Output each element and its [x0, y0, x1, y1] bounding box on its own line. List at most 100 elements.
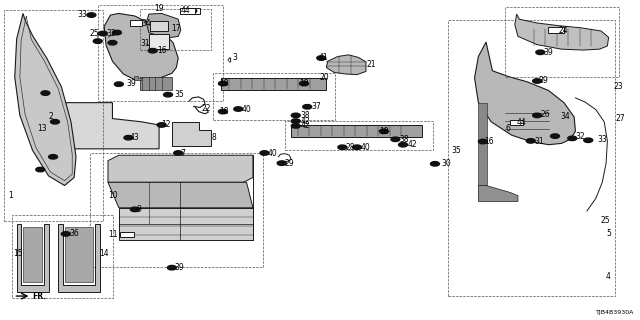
Polygon shape — [58, 224, 100, 292]
Text: 38: 38 — [400, 135, 410, 144]
Text: 2: 2 — [49, 113, 53, 122]
Text: 42: 42 — [408, 140, 417, 149]
Bar — [99, 5, 223, 101]
Circle shape — [317, 56, 326, 60]
Text: 34: 34 — [561, 113, 570, 122]
Circle shape — [277, 161, 286, 165]
Circle shape — [108, 41, 117, 45]
Circle shape — [478, 139, 487, 144]
Circle shape — [218, 109, 227, 114]
Polygon shape — [134, 76, 143, 80]
Text: 36: 36 — [70, 229, 79, 238]
Polygon shape — [33, 103, 159, 149]
Circle shape — [526, 139, 535, 143]
Polygon shape — [119, 208, 253, 240]
Polygon shape — [172, 123, 211, 146]
Circle shape — [391, 137, 400, 141]
Bar — [4, 10, 103, 220]
Bar — [179, 8, 195, 14]
Circle shape — [550, 134, 559, 138]
Text: 4: 4 — [606, 272, 611, 281]
Circle shape — [164, 92, 173, 97]
Polygon shape — [104, 13, 178, 80]
Text: 10: 10 — [108, 191, 118, 200]
Circle shape — [431, 162, 440, 166]
Polygon shape — [65, 227, 93, 282]
Circle shape — [61, 232, 70, 236]
Text: 32: 32 — [107, 29, 116, 38]
Bar — [130, 20, 143, 26]
Circle shape — [260, 151, 269, 155]
Text: 25: 25 — [601, 216, 611, 225]
Circle shape — [115, 82, 124, 86]
Polygon shape — [108, 155, 253, 182]
Circle shape — [380, 129, 388, 133]
Polygon shape — [140, 77, 172, 90]
Circle shape — [568, 136, 577, 140]
Text: 42: 42 — [300, 116, 310, 126]
Circle shape — [218, 81, 227, 86]
Circle shape — [36, 167, 45, 172]
Text: 39: 39 — [127, 79, 136, 88]
Bar — [184, 8, 200, 14]
Circle shape — [188, 9, 196, 13]
Circle shape — [124, 135, 133, 140]
Circle shape — [173, 151, 182, 155]
Text: 39: 39 — [538, 76, 548, 85]
Circle shape — [168, 266, 176, 270]
Text: 27: 27 — [615, 114, 625, 123]
Text: 1: 1 — [8, 190, 13, 200]
Circle shape — [41, 91, 50, 95]
Text: 32: 32 — [575, 132, 585, 140]
Text: 38: 38 — [300, 111, 310, 120]
Circle shape — [300, 81, 308, 86]
Polygon shape — [147, 13, 180, 38]
Bar — [12, 215, 113, 298]
Text: 33: 33 — [77, 10, 87, 19]
Text: 19: 19 — [154, 4, 164, 13]
Circle shape — [234, 107, 243, 111]
Text: 18: 18 — [219, 79, 228, 88]
Circle shape — [51, 120, 60, 124]
Bar — [448, 20, 615, 296]
Circle shape — [532, 79, 541, 83]
Circle shape — [113, 30, 122, 35]
Circle shape — [93, 39, 102, 44]
Text: 7: 7 — [180, 149, 186, 158]
Text: 44: 44 — [180, 6, 191, 15]
Bar — [285, 121, 433, 150]
Polygon shape — [478, 186, 518, 201]
Text: 40: 40 — [268, 149, 277, 158]
Text: 39: 39 — [543, 48, 553, 57]
Bar — [150, 21, 168, 31]
Text: 14: 14 — [100, 250, 109, 259]
Text: 43: 43 — [130, 133, 140, 142]
Text: 3: 3 — [232, 53, 237, 62]
Circle shape — [99, 31, 108, 36]
Circle shape — [49, 155, 58, 159]
Text: 39: 39 — [174, 263, 184, 272]
Bar — [213, 73, 335, 120]
Text: 40: 40 — [242, 105, 252, 114]
Text: 9: 9 — [137, 205, 141, 214]
Text: 13: 13 — [37, 124, 47, 133]
Polygon shape — [474, 42, 575, 145]
Polygon shape — [291, 125, 422, 137]
Polygon shape — [23, 227, 42, 282]
Circle shape — [291, 124, 300, 128]
Circle shape — [532, 113, 541, 118]
Circle shape — [399, 142, 408, 147]
Bar — [140, 9, 211, 50]
Text: 31: 31 — [534, 137, 543, 146]
Circle shape — [536, 50, 545, 54]
Text: 20: 20 — [320, 73, 330, 82]
Text: 31: 31 — [140, 39, 150, 48]
Text: 44: 44 — [516, 118, 527, 127]
Text: 15: 15 — [13, 250, 23, 259]
Text: 18: 18 — [219, 107, 228, 116]
Text: 18: 18 — [299, 79, 308, 88]
Bar — [505, 7, 619, 77]
Bar — [510, 120, 523, 125]
Bar — [90, 153, 262, 267]
Text: 26: 26 — [540, 110, 550, 119]
